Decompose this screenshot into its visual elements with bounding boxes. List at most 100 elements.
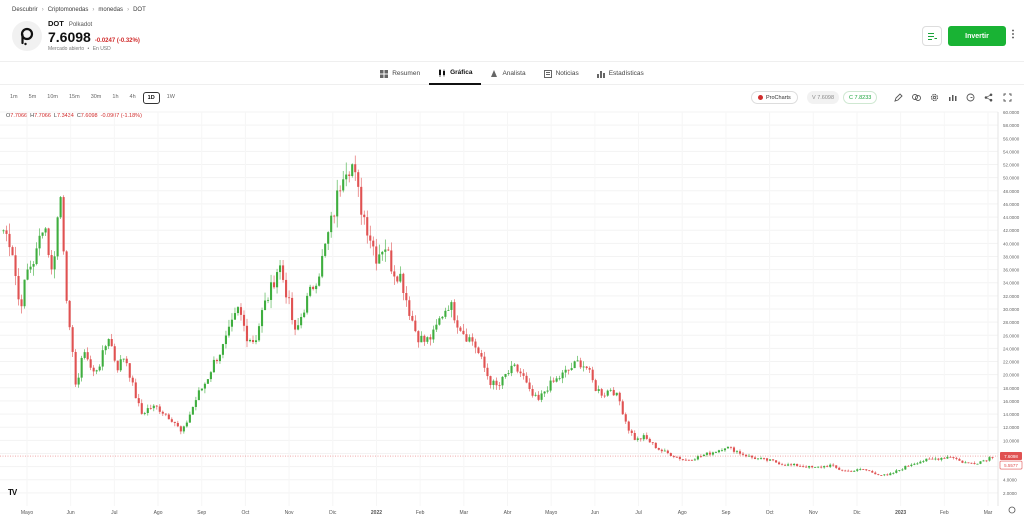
chart-settings-icon[interactable]: [1008, 506, 1016, 514]
interval-4h[interactable]: 4h: [129, 94, 136, 100]
candle-body: [579, 360, 582, 368]
candle-body: [155, 405, 158, 407]
candle-body: [805, 466, 808, 468]
candle-body: [663, 450, 666, 452]
candle-body: [883, 474, 886, 476]
x-tick-label: Nov: [809, 510, 818, 516]
interval-5m[interactable]: 5m: [28, 94, 37, 100]
candle-body: [799, 465, 802, 467]
candle-body: [753, 457, 757, 460]
procharts-button[interactable]: ProCharts: [751, 91, 798, 104]
candle-body: [176, 422, 179, 427]
candle-body: [119, 359, 122, 371]
price-chart[interactable]: 2.00004.00006.00008.000010.000012.000014…: [0, 110, 1024, 518]
y-tick-label: 12.0000: [1003, 425, 1020, 430]
more-options-icon[interactable]: ⋮: [1008, 29, 1018, 40]
y-tick-label: 34.0000: [1003, 281, 1020, 286]
candle-body: [570, 368, 573, 370]
candle-body: [297, 325, 300, 330]
candle-body: [143, 413, 146, 414]
candle-body: [886, 474, 889, 476]
candle-body: [708, 452, 711, 455]
candle-body: [811, 465, 814, 468]
x-tick-label: Dic: [329, 510, 337, 516]
candle-body: [438, 318, 441, 325]
candle-body: [772, 459, 775, 461]
candle-body: [477, 347, 480, 354]
buy-price-button[interactable]: C 7.8233: [843, 91, 878, 104]
interval-1h[interactable]: 1h: [112, 94, 119, 100]
gear-icon[interactable]: [930, 93, 939, 102]
candle-body: [203, 383, 206, 389]
tab-resumen[interactable]: Resumen: [371, 62, 429, 85]
candle-body: [35, 248, 38, 265]
y-tick-label: 48.0000: [1003, 189, 1020, 194]
interval-30m[interactable]: 30m: [90, 94, 102, 100]
chart-type-icon[interactable]: [948, 93, 957, 102]
x-tick-label: Mar: [460, 510, 469, 516]
tab-analista[interactable]: Analista: [481, 62, 534, 85]
indicators-icon[interactable]: [912, 93, 921, 102]
watchlist-button[interactable]: [922, 26, 942, 46]
candle-body: [44, 228, 47, 233]
chevron-right-icon: ›: [127, 7, 130, 13]
pencil-icon[interactable]: [894, 93, 903, 102]
candle-body: [375, 246, 378, 264]
candle-body: [456, 320, 459, 328]
tab-estadisticas[interactable]: Estadísticas: [588, 62, 653, 85]
candle-body: [702, 454, 705, 457]
candle-body: [116, 360, 119, 371]
candle-body: [306, 295, 309, 313]
candle-body: [462, 330, 465, 335]
candle-body: [390, 250, 393, 272]
x-tick-label: Abr: [504, 510, 512, 516]
candle-body: [967, 462, 970, 464]
breadcrumb-item[interactable]: monedas: [98, 7, 124, 13]
candle-body: [684, 459, 687, 461]
clock-icon[interactable]: [966, 93, 975, 102]
candle-body: [826, 466, 829, 467]
candle-body: [699, 456, 702, 457]
share-icon[interactable]: [984, 93, 993, 102]
candle-body: [414, 320, 417, 332]
candle-body: [360, 186, 363, 215]
currency-label: En USD: [92, 46, 111, 52]
interval-1m[interactable]: 1m: [10, 94, 18, 100]
candle-body: [294, 320, 297, 330]
candle-body: [185, 422, 188, 427]
candle-body: [423, 335, 426, 342]
y-tick-label: 46.0000: [1003, 202, 1020, 207]
breadcrumb-item[interactable]: Criptomonedas: [47, 7, 89, 13]
candle-body: [838, 467, 841, 470]
fullscreen-icon[interactable]: [1003, 93, 1012, 102]
chart-toolbar: 1m 5m 10m 15m 30m 1h 4h 1D 1W ProCharts …: [0, 89, 1024, 107]
tab-label: Gráfica: [450, 69, 473, 76]
candle-body: [269, 282, 273, 300]
tab-noticias[interactable]: Noticias: [535, 62, 588, 85]
y-tick-label: 56.0000: [1003, 136, 1020, 141]
interval-1w[interactable]: 1W: [166, 94, 175, 100]
x-tick-label: Feb: [416, 510, 425, 516]
sell-price-button[interactable]: V 7.6098: [807, 91, 840, 104]
tab-label: Analista: [502, 70, 526, 77]
breadcrumb-item[interactable]: Descubrir: [12, 7, 38, 13]
candle-body: [654, 442, 657, 449]
interval-1d[interactable]: 1D: [142, 92, 160, 104]
candle-body: [408, 300, 411, 316]
interval-15m[interactable]: 15m: [68, 94, 80, 100]
y-tick-label: 24.0000: [1003, 346, 1020, 351]
invest-button[interactable]: Invertir: [948, 26, 1006, 46]
tab-grafica[interactable]: Gráfica: [429, 62, 482, 85]
candle-body: [516, 364, 519, 372]
candle-body: [729, 446, 733, 448]
candle-body: [675, 456, 678, 458]
candle-body: [266, 299, 270, 301]
candle-body: [363, 214, 366, 218]
candle-body: [696, 456, 699, 460]
candle-body: [74, 351, 77, 385]
analyst-icon: [491, 69, 498, 77]
candle-body: [958, 458, 961, 461]
candle-body: [167, 414, 170, 420]
interval-10m[interactable]: 10m: [47, 94, 58, 100]
